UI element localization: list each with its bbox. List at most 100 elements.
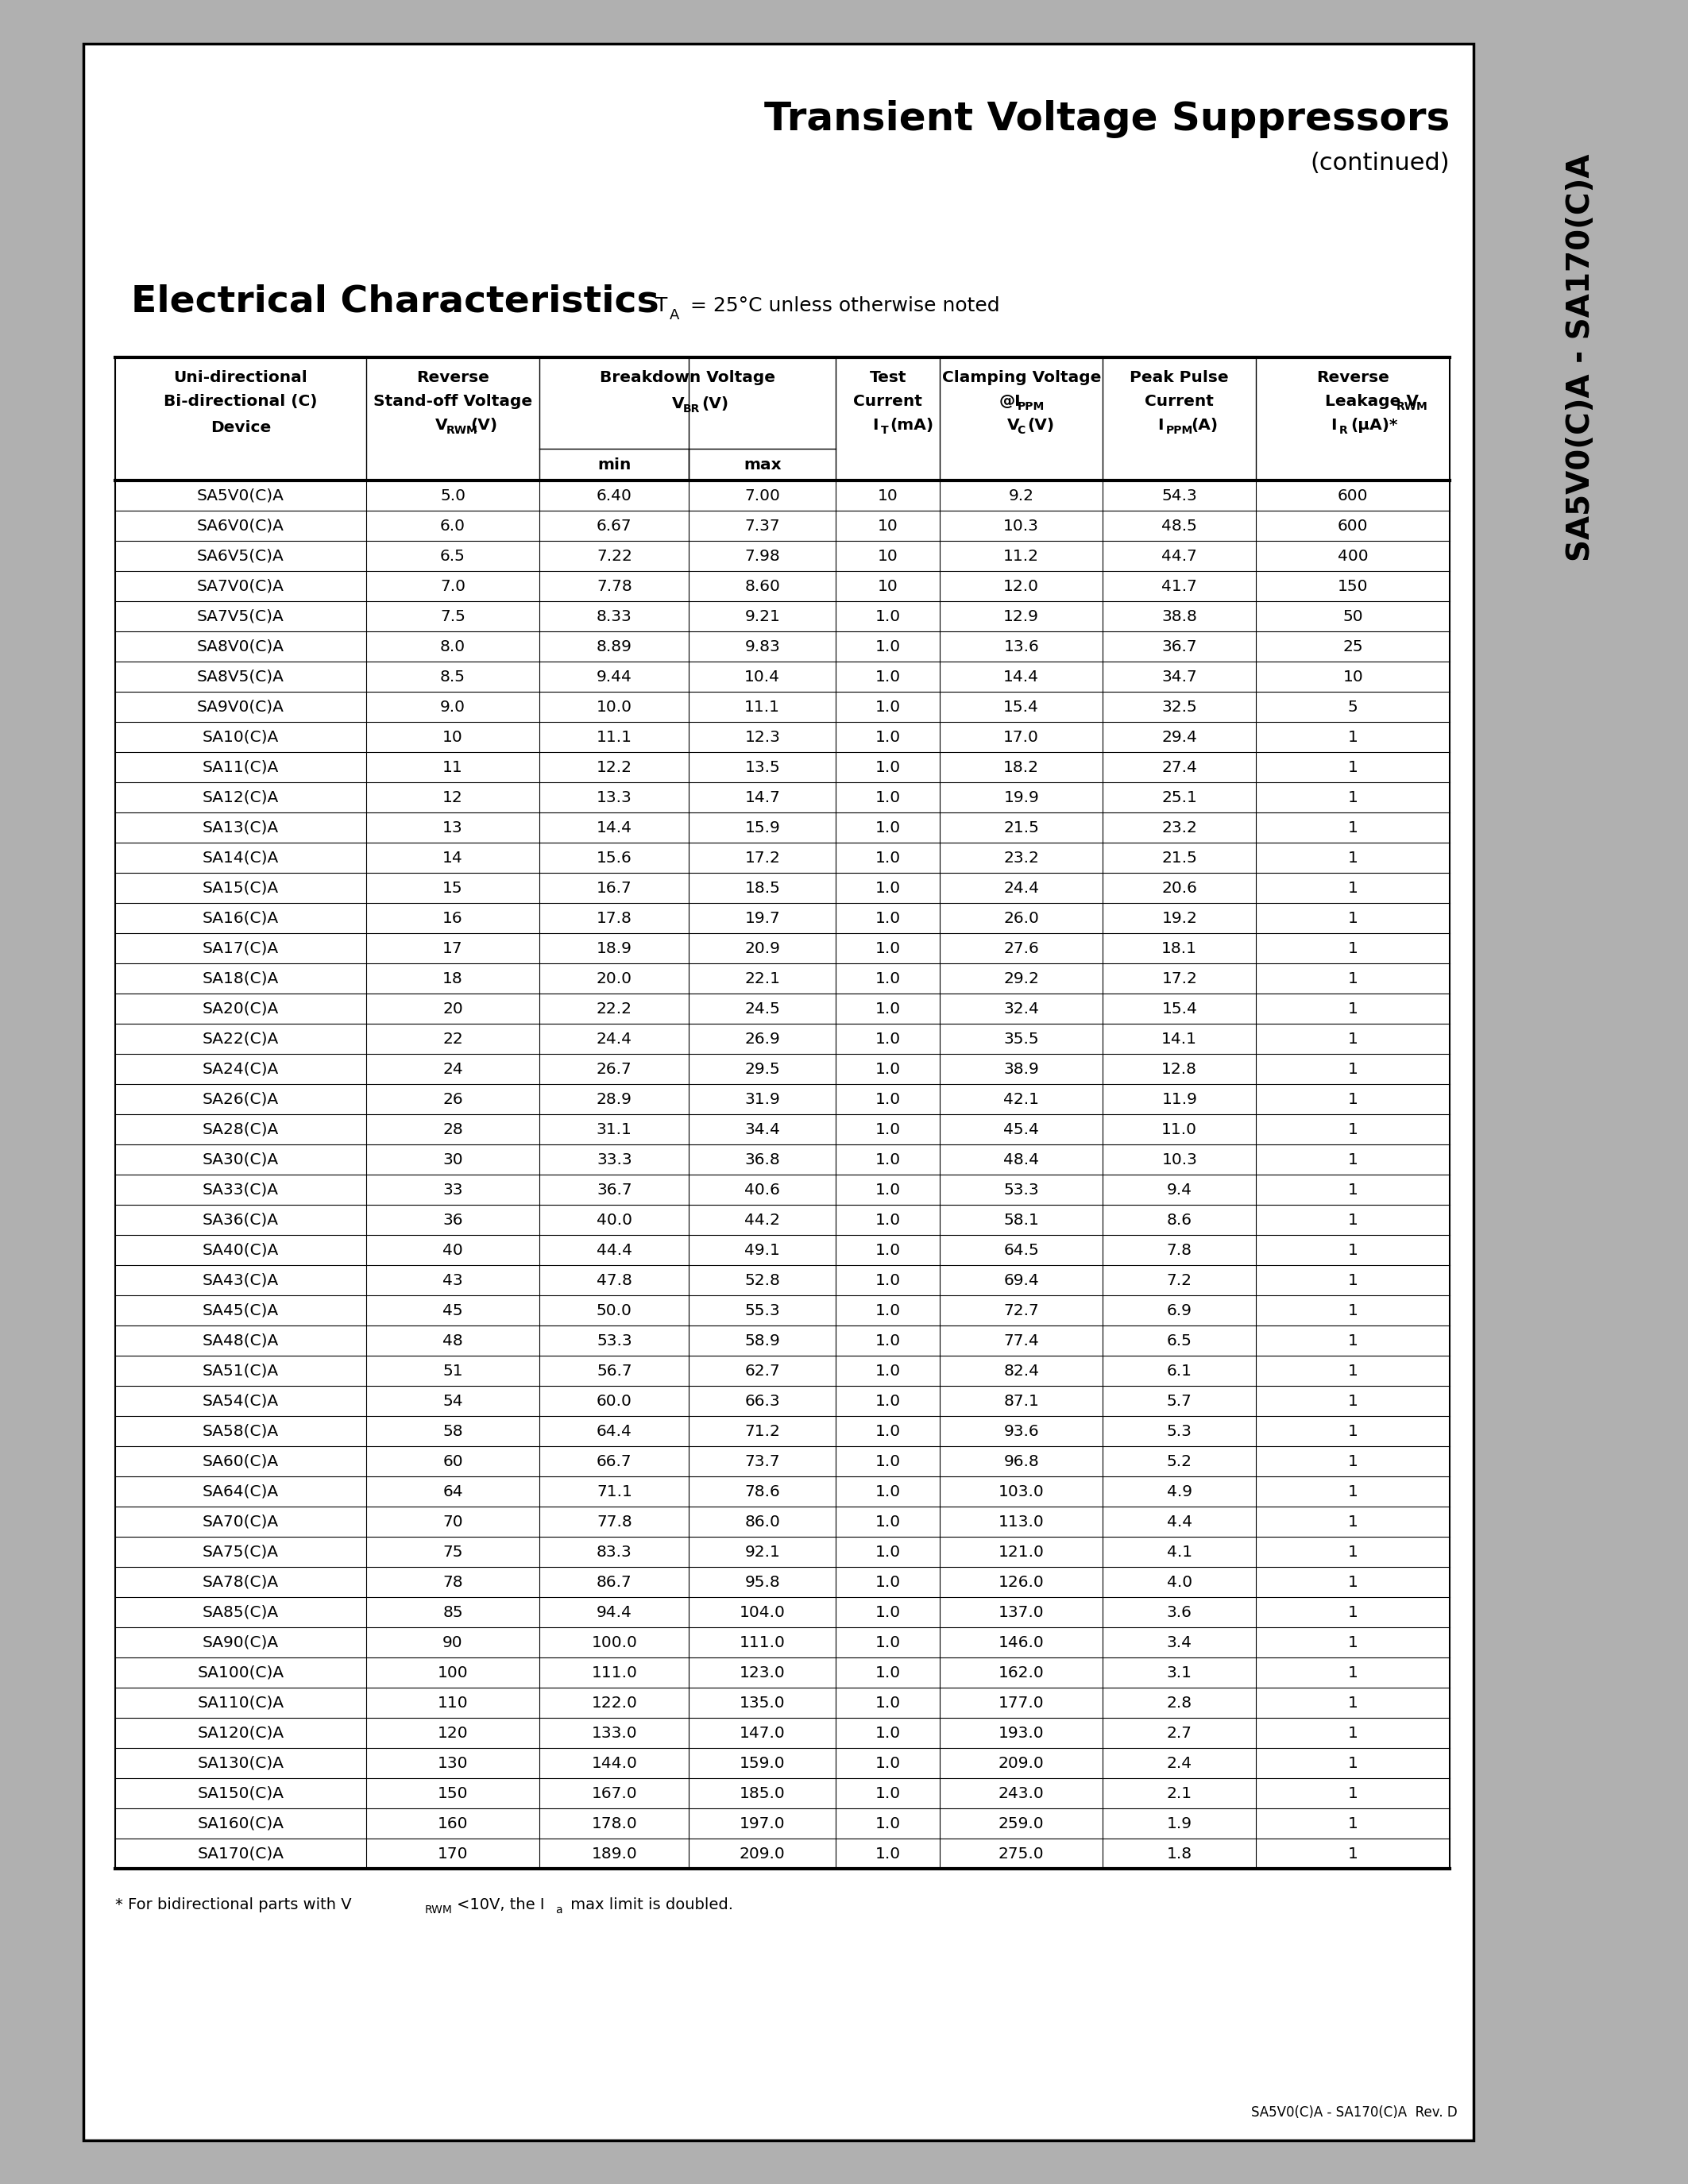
Text: Electrical Characteristics: Electrical Characteristics: [132, 284, 658, 319]
Text: 1.0: 1.0: [874, 760, 901, 775]
Text: SA70(C)A: SA70(C)A: [203, 1514, 279, 1529]
Text: 36: 36: [442, 1212, 463, 1227]
Text: 162.0: 162.0: [998, 1664, 1045, 1679]
Text: 12.8: 12.8: [1161, 1061, 1197, 1077]
Text: 13.5: 13.5: [744, 760, 780, 775]
Text: 10: 10: [1342, 668, 1364, 684]
Text: 1: 1: [1347, 760, 1359, 775]
Text: 9.4: 9.4: [1166, 1182, 1192, 1197]
Text: I: I: [873, 417, 878, 432]
Text: 20: 20: [442, 1000, 463, 1016]
Text: 20.0: 20.0: [596, 972, 633, 985]
Text: 8.33: 8.33: [596, 609, 631, 625]
Text: 86.7: 86.7: [596, 1575, 631, 1590]
Text: 69.4: 69.4: [1004, 1273, 1040, 1289]
Text: 55.3: 55.3: [744, 1304, 780, 1317]
Bar: [0, 44, 83, 2140]
Text: max limit is doubled.: max limit is doubled.: [565, 1898, 733, 1911]
Text: 19.2: 19.2: [1161, 911, 1197, 926]
Text: 104.0: 104.0: [739, 1605, 785, 1621]
Text: 24: 24: [442, 1061, 463, 1077]
Text: SA26(C)A: SA26(C)A: [203, 1092, 279, 1107]
Text: 1.0: 1.0: [874, 941, 901, 957]
Text: 29.5: 29.5: [744, 1061, 780, 1077]
Text: 18.2: 18.2: [1003, 760, 1040, 775]
Text: 1: 1: [1347, 1544, 1359, 1559]
Text: 1: 1: [1347, 1363, 1359, 1378]
Text: 36.7: 36.7: [596, 1182, 631, 1197]
Text: 1.0: 1.0: [874, 1756, 901, 1771]
Text: 144.0: 144.0: [591, 1756, 638, 1771]
Text: 64.4: 64.4: [596, 1424, 631, 1439]
Text: (A): (A): [1190, 417, 1217, 432]
Text: SA90(C)A: SA90(C)A: [203, 1636, 279, 1649]
Text: 38.9: 38.9: [1004, 1061, 1040, 1077]
Text: 32.5: 32.5: [1161, 699, 1197, 714]
Text: Reverse: Reverse: [1317, 369, 1389, 384]
Text: 49.1: 49.1: [744, 1243, 780, 1258]
Text: 95.8: 95.8: [744, 1575, 780, 1590]
Text: 10: 10: [878, 487, 898, 502]
Text: 26.7: 26.7: [596, 1061, 631, 1077]
Text: SA5V0(C)A - SA170(C)A: SA5V0(C)A - SA170(C)A: [1566, 153, 1595, 561]
Text: 10: 10: [878, 518, 898, 533]
Text: 13: 13: [442, 819, 463, 834]
Text: 24.4: 24.4: [596, 1031, 633, 1046]
Text: 12: 12: [442, 791, 463, 806]
Text: 1: 1: [1347, 1845, 1359, 1861]
Text: 7.0: 7.0: [441, 579, 466, 594]
Text: 11.2: 11.2: [1003, 548, 1040, 563]
Text: 185.0: 185.0: [739, 1787, 785, 1802]
Text: 193.0: 193.0: [998, 1725, 1045, 1741]
Text: PPM: PPM: [1166, 426, 1193, 437]
Text: Peak Pulse: Peak Pulse: [1129, 369, 1229, 384]
Text: 36.8: 36.8: [744, 1151, 780, 1166]
Text: 1.0: 1.0: [874, 1182, 901, 1197]
Text: 1: 1: [1347, 1123, 1359, 1138]
Text: 6.40: 6.40: [596, 487, 631, 502]
Text: 160: 160: [437, 1815, 468, 1830]
Text: 10.3: 10.3: [1161, 1151, 1197, 1166]
Text: 12.0: 12.0: [1003, 579, 1040, 594]
Text: 9.2: 9.2: [1009, 487, 1035, 502]
Text: <10V, the I: <10V, the I: [457, 1898, 545, 1911]
Text: 58.9: 58.9: [744, 1332, 780, 1348]
Text: 1: 1: [1347, 880, 1359, 895]
Text: 159.0: 159.0: [739, 1756, 785, 1771]
Text: 7.2: 7.2: [1166, 1273, 1192, 1289]
Text: 96.8: 96.8: [1004, 1455, 1040, 1470]
Text: Reverse: Reverse: [417, 369, 490, 384]
Text: 6.0: 6.0: [441, 518, 466, 533]
Text: SA6V0(C)A: SA6V0(C)A: [197, 518, 284, 533]
Text: 123.0: 123.0: [739, 1664, 785, 1679]
Text: 400: 400: [1337, 548, 1369, 563]
Text: SA48(C)A: SA48(C)A: [203, 1332, 279, 1348]
Text: Stand-off Voltage: Stand-off Voltage: [373, 393, 532, 408]
Text: 1: 1: [1347, 1000, 1359, 1016]
Bar: [0, 2140, 1688, 2184]
Text: SA8V5(C)A: SA8V5(C)A: [197, 668, 284, 684]
Text: SA54(C)A: SA54(C)A: [203, 1393, 279, 1409]
Text: SA18(C)A: SA18(C)A: [203, 972, 279, 985]
Text: 20.6: 20.6: [1161, 880, 1197, 895]
Text: SA160(C)A: SA160(C)A: [197, 1815, 284, 1830]
Text: 77.4: 77.4: [1004, 1332, 1040, 1348]
Text: 100.0: 100.0: [591, 1636, 638, 1649]
Text: 23.2: 23.2: [1003, 850, 1040, 865]
Text: 1.0: 1.0: [874, 1123, 901, 1138]
Text: 60.0: 60.0: [596, 1393, 631, 1409]
Text: 13.3: 13.3: [596, 791, 631, 806]
Text: 1.0: 1.0: [874, 1455, 901, 1470]
Bar: [1474, 44, 1688, 2140]
Text: 15.6: 15.6: [596, 850, 631, 865]
Text: 1.0: 1.0: [874, 1243, 901, 1258]
Text: 133.0: 133.0: [591, 1725, 636, 1741]
Text: 1.0: 1.0: [874, 1363, 901, 1378]
Text: 1.9: 1.9: [1166, 1815, 1192, 1830]
Text: a: a: [555, 1904, 562, 1915]
Text: SA9V0(C)A: SA9V0(C)A: [197, 699, 284, 714]
Text: 35.5: 35.5: [1004, 1031, 1040, 1046]
Text: 12.2: 12.2: [596, 760, 633, 775]
Text: 1.0: 1.0: [874, 1212, 901, 1227]
Text: Breakdown Voltage: Breakdown Voltage: [599, 369, 775, 384]
